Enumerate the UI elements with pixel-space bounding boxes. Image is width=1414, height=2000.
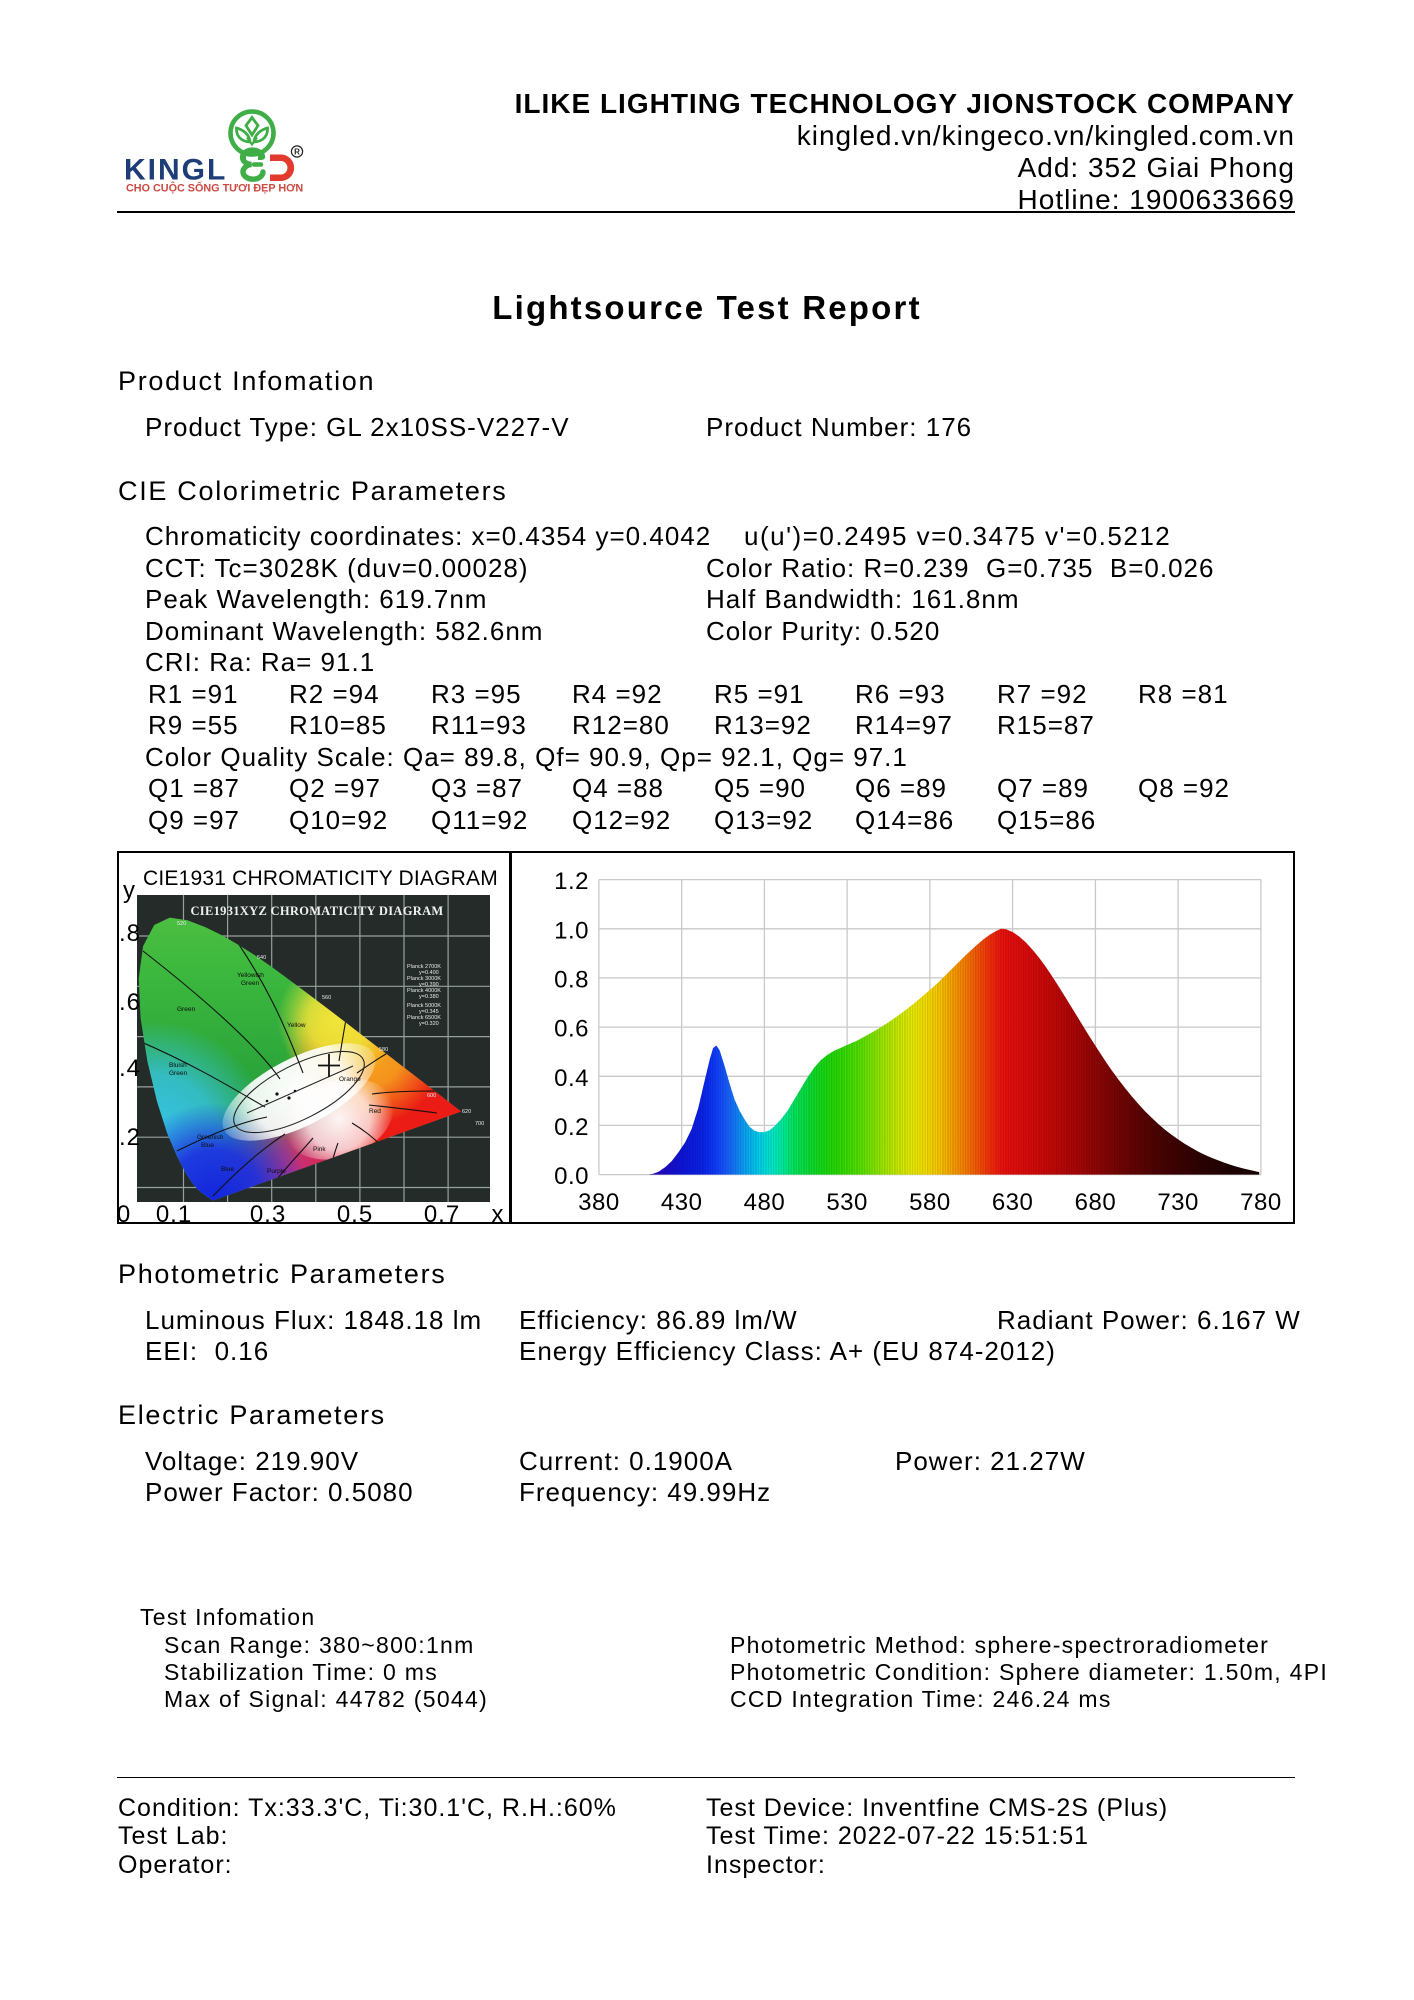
svg-text:0.5: 0.5: [337, 1201, 373, 1224]
svg-text:0.6: 0.6: [554, 1016, 589, 1043]
svg-text:580: 580: [909, 1189, 951, 1216]
svg-text:620: 620: [462, 1109, 471, 1115]
svg-text:Pink: Pink: [313, 1146, 326, 1153]
svg-text:580: 580: [379, 1047, 388, 1053]
svg-text:.8: .8: [119, 920, 141, 947]
svg-text:0.4: 0.4: [554, 1065, 589, 1092]
svg-text:.2: .2: [119, 1124, 141, 1151]
svg-text:CHO CUỘC SỐNG TƯƠI ĐẸP HƠN: CHO CUỘC SỐNG TƯƠI ĐẸP HƠN: [126, 181, 303, 195]
svg-text:0.8: 0.8: [554, 966, 589, 993]
svg-text:y: y: [123, 877, 136, 904]
svg-text:0.7: 0.7: [424, 1201, 460, 1224]
svg-text:Planck 5000K: Planck 5000K: [407, 1003, 441, 1009]
svg-text:Green: Green: [169, 1070, 187, 1077]
svg-text:.4: .4: [119, 1055, 141, 1082]
svg-text:y=0.345: y=0.345: [419, 1009, 439, 1015]
svg-text:Red: Red: [369, 1108, 381, 1115]
svg-text:730: 730: [1157, 1189, 1199, 1216]
svg-text:700: 700: [475, 1121, 484, 1127]
svg-text:0.1: 0.1: [156, 1201, 192, 1224]
svg-text:530: 530: [826, 1189, 868, 1216]
svg-text:Planck 4000K: Planck 4000K: [407, 988, 441, 994]
svg-text:.6: .6: [119, 989, 141, 1016]
svg-text:380: 380: [578, 1189, 620, 1216]
svg-text:Bluish: Bluish: [169, 1062, 187, 1069]
svg-text:R: R: [294, 148, 300, 157]
svg-text:Green: Green: [177, 1006, 195, 1013]
svg-text:0.2: 0.2: [554, 1114, 589, 1141]
svg-text:CIE1931 CHROMATICITY DIAGRAM: CIE1931 CHROMATICITY DIAGRAM: [143, 867, 498, 890]
svg-text:Yellow: Yellow: [287, 1022, 306, 1029]
svg-text:560: 560: [322, 995, 331, 1001]
svg-text:630: 630: [992, 1189, 1034, 1216]
svg-text:Purple: Purple: [267, 1168, 286, 1175]
svg-text:y=0.400: y=0.400: [419, 970, 439, 976]
svg-text:Greenish: Greenish: [197, 1134, 224, 1141]
svg-text:600: 600: [427, 1093, 436, 1099]
svg-text:1.2: 1.2: [554, 868, 589, 895]
svg-text:x: x: [492, 1201, 505, 1224]
svg-text:680: 680: [1075, 1189, 1117, 1216]
svg-text:Yellowish: Yellowish: [237, 972, 264, 979]
svg-text:KINGL: KINGL: [124, 154, 227, 187]
svg-text:780: 780: [1240, 1189, 1282, 1216]
svg-text:Orange: Orange: [339, 1076, 361, 1083]
svg-text:Planck 6500K: Planck 6500K: [407, 1015, 441, 1021]
svg-text:Green: Green: [241, 980, 259, 987]
svg-text:0.3: 0.3: [250, 1201, 286, 1224]
svg-text:0.0: 0.0: [554, 1163, 589, 1190]
svg-text:480: 480: [744, 1189, 786, 1216]
svg-text:Planck 3000K: Planck 3000K: [407, 976, 441, 982]
svg-text:520: 520: [177, 921, 186, 927]
svg-text:CIE1931XYZ CHROMATICITY DIAGRA: CIE1931XYZ CHROMATICITY DIAGRAM: [190, 904, 443, 918]
svg-text:y=0.320: y=0.320: [419, 1021, 439, 1027]
svg-text:y=0.390: y=0.390: [419, 982, 439, 988]
svg-text:Blue: Blue: [221, 1166, 234, 1173]
svg-text:430: 430: [661, 1189, 703, 1216]
svg-text:y=0.380: y=0.380: [419, 994, 439, 1000]
svg-text:0: 0: [117, 1201, 131, 1224]
svg-text:1.0: 1.0: [554, 917, 589, 944]
svg-text:Blue: Blue: [201, 1142, 214, 1149]
svg-text:540: 540: [257, 955, 266, 961]
svg-text:Planck 2700K: Planck 2700K: [407, 964, 441, 970]
